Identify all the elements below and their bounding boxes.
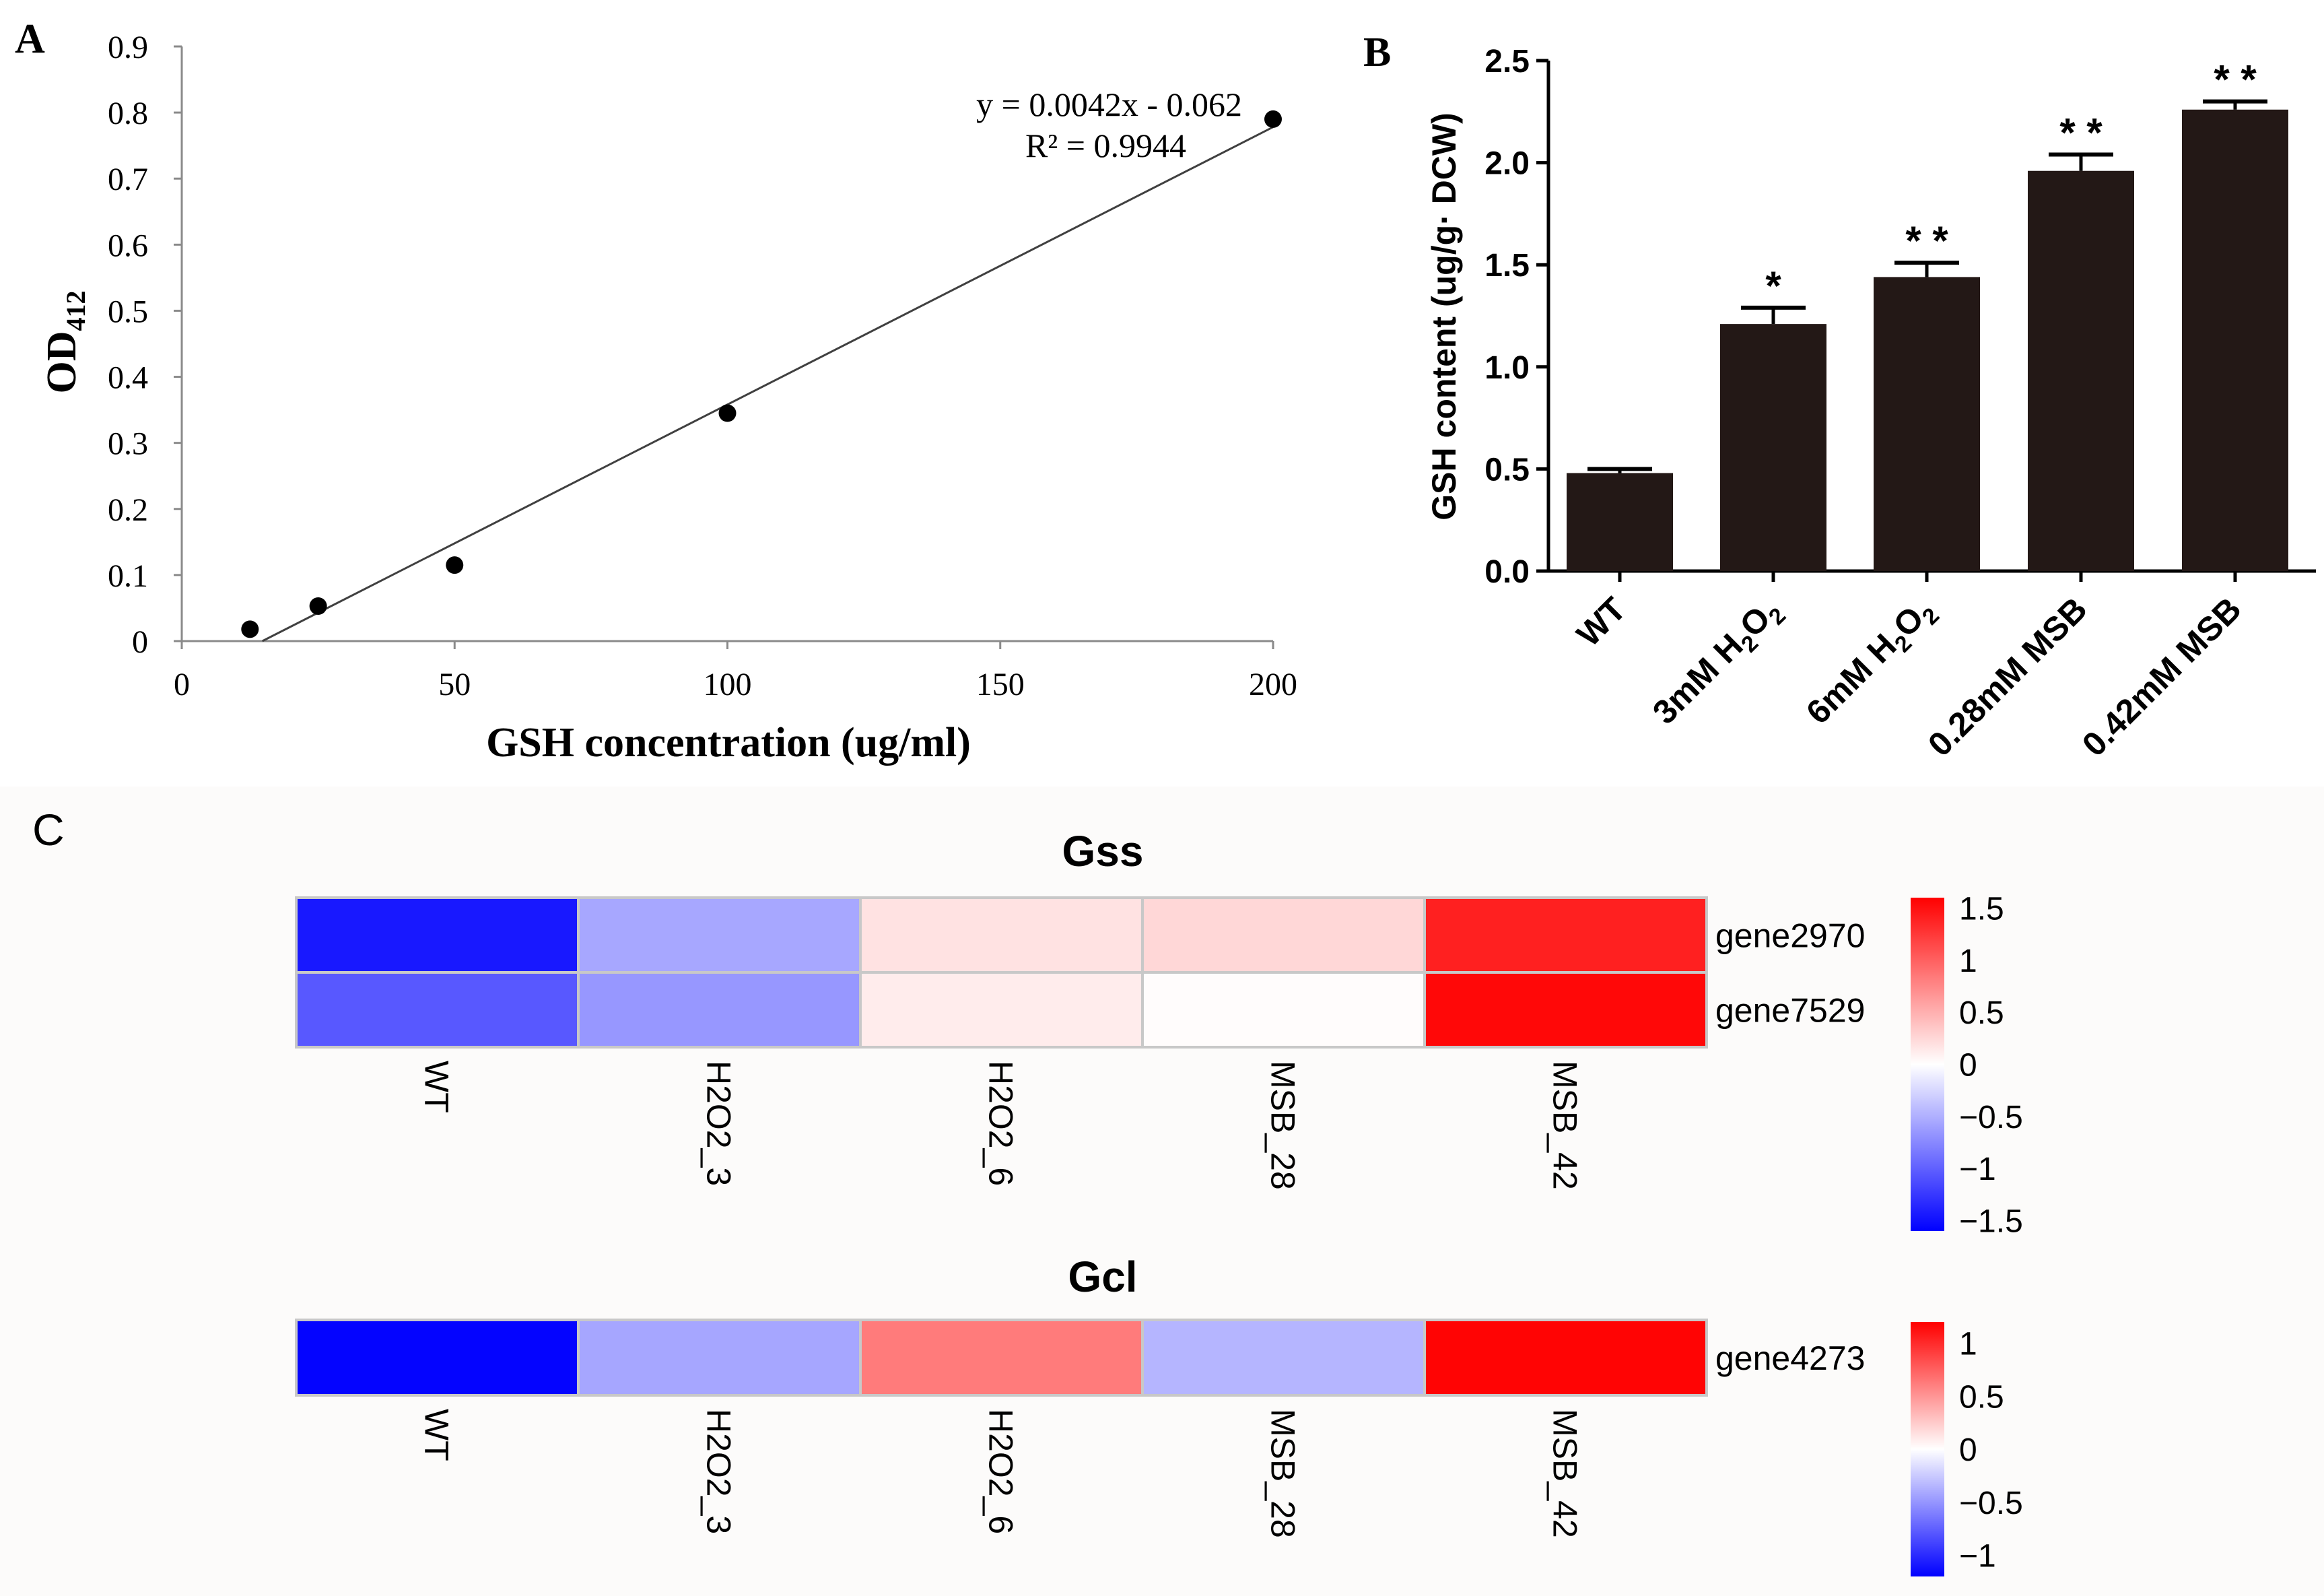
colorbar-tick-label: 0: [1959, 1432, 1977, 1468]
heatmap-cell: [1141, 1319, 1426, 1397]
a-y-tick-label: 0.4: [108, 360, 148, 396]
colorbar-tick-label: −1: [1959, 1152, 1996, 1187]
b-bar: [1567, 473, 1673, 571]
a-y-tick-label: 0.7: [108, 162, 148, 197]
colorbar-tick-label: 0: [1959, 1048, 1977, 1084]
a-trendline: [261, 126, 1274, 642]
colorbar-tick-label: 1: [1959, 1327, 1977, 1362]
colorbar-tick-label: 1.5: [1959, 891, 2004, 927]
b-significance: * *: [2059, 110, 2103, 155]
gss-colorbar: [1911, 898, 1944, 1231]
panel-c-gss-heatmap: Gss gene2970 gene7529 WT H2O2_3 H2O2_6 MSB_2…: [295, 827, 2023, 1240]
a-data-point: [241, 620, 259, 638]
panel-a-scatter: 0 0.1 0.2 0.3 0.4 0.5 0.6 0.7 0.8 0.9 0 50 100 150 20…: [39, 30, 1297, 766]
a-y-tick-label: 0.9: [108, 30, 148, 65]
heatmap-column-label: H2O2_6: [982, 1061, 1020, 1186]
heatmap-column-label: H2O2_3: [700, 1061, 738, 1186]
b-y-tick-label: 1.5: [1484, 248, 1530, 284]
colorbar-tick-label: −0.5: [1959, 1100, 2023, 1135]
panel-b-label: B: [1363, 30, 1391, 75]
heatmap-cell: [577, 971, 862, 1049]
heatmap-cell: [1141, 896, 1426, 974]
b-significance: * *: [1905, 218, 1948, 263]
heatmap-cell: [577, 1319, 862, 1397]
colorbar-tick-label: 0.5: [1959, 995, 2004, 1031]
heatmap-cell: [577, 896, 862, 974]
a-x-tick-label: 100: [704, 667, 752, 702]
b-y-tick-label: 1.0: [1484, 350, 1530, 386]
heatmap-cell: [859, 1319, 1144, 1397]
a-r-squared: R² = 0.9944: [1025, 127, 1186, 164]
a-y-tick-label: 0.8: [108, 96, 148, 131]
heatmap-row-label: gene2970: [1715, 917, 1865, 955]
heatmap-row-label: gene4273: [1715, 1339, 1865, 1377]
heatmap-column-label: WT: [418, 1061, 456, 1113]
heatmap-column-label: WT: [418, 1409, 456, 1461]
a-y-tick-label: 0.3: [108, 426, 148, 462]
colorbar-tick-label: −0.5: [1959, 1486, 2023, 1521]
gss-title: Gss: [1062, 827, 1144, 875]
colorbar-tick-label: −1: [1959, 1539, 1996, 1574]
gcl-colorbar: [1911, 1322, 1944, 1576]
heatmap-cell: [295, 896, 580, 974]
a-y-tick-label: 0.6: [108, 228, 148, 263]
a-data-point: [309, 597, 327, 616]
heatmap-column-label: MSB_42: [1546, 1061, 1584, 1190]
a-x-axis-label: GSH concentration (ug/ml): [486, 720, 971, 766]
a-y-axis-label: OD412: [39, 291, 91, 394]
b-bar: [2028, 170, 2134, 571]
heatmap-column-label: MSB_28: [1264, 1061, 1302, 1190]
panel-c-label: C: [32, 805, 65, 855]
heatmap-row-label: gene7529: [1715, 992, 1865, 1030]
b-significance: * *: [2214, 57, 2257, 102]
colorbar-tick-label: 1: [1959, 943, 1977, 979]
a-data-point: [718, 404, 737, 422]
panel-c-gcl-heatmap: Gcl gene4273 WT H2O2_3 H2O2_6 MSB_28 MSB_42 …: [295, 1253, 2023, 1576]
heatmap-cell: [1423, 896, 1708, 974]
b-y-tick-label: 0.0: [1484, 554, 1530, 590]
colorbar-tick-label: −1.5: [1959, 1204, 2023, 1240]
heatmap-cell: [1423, 1319, 1708, 1397]
a-x-tick-label: 50: [438, 667, 471, 702]
a-x-tick-label: 150: [976, 667, 1025, 702]
colorbar-tick-label: 0.5: [1959, 1379, 2004, 1415]
heatmap-column-label: MSB_28: [1264, 1409, 1302, 1538]
a-x-tick-label: 200: [1249, 667, 1297, 702]
heatmap-cell: [295, 1319, 580, 1397]
a-data-point: [446, 556, 464, 574]
heatmap-column-label: MSB_42: [1546, 1409, 1584, 1538]
heatmap-cell: [859, 896, 1144, 974]
heatmap-cell: [1141, 971, 1426, 1049]
b-significance: *: [1765, 263, 1781, 308]
b-y-tick-label: 0.5: [1484, 452, 1530, 488]
heatmap-cell: [295, 971, 580, 1049]
a-y-tick-label: 0.5: [108, 294, 148, 329]
a-equation: y = 0.0042x - 0.062: [976, 86, 1242, 123]
a-data-point: [1264, 110, 1282, 128]
a-y-tick-label: 0: [132, 624, 148, 660]
a-x-tick-label: 0: [174, 667, 190, 702]
b-bar: [2182, 109, 2288, 571]
heatmap-column-label: H2O2_6: [982, 1409, 1020, 1534]
heatmap-cell: [859, 971, 1144, 1049]
b-bar: [1720, 324, 1826, 571]
gcl-title: Gcl: [1068, 1253, 1137, 1301]
a-y-tick-label: 0.2: [108, 492, 148, 528]
b-y-tick-label: 2.0: [1484, 146, 1530, 182]
b-y-tick-label: 2.5: [1484, 44, 1530, 79]
b-y-axis-label: GSH content (ug/g· DCW): [1425, 112, 1463, 520]
a-y-tick-label: 0.1: [108, 558, 148, 594]
heatmap-cell: [1423, 971, 1708, 1049]
b-bar: [1874, 277, 1980, 571]
panel-a-label: A: [15, 16, 45, 62]
heatmap-column-label: H2O2_3: [700, 1409, 738, 1534]
